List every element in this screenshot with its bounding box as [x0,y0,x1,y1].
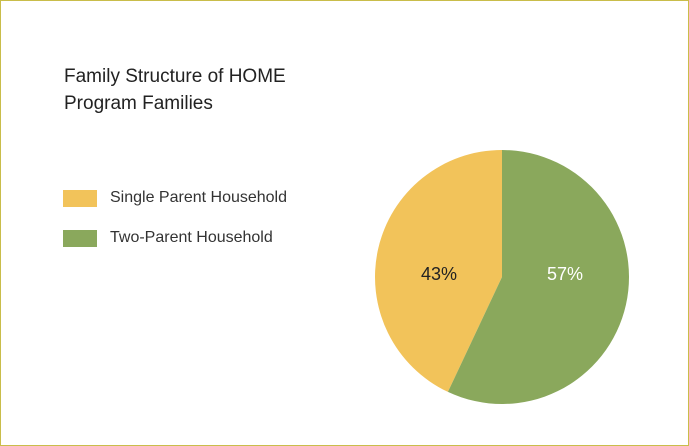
legend-item-two-parent: Two-Parent Household [63,227,287,249]
pie-label-two-parent: 57% [547,264,583,284]
pie-chart: 43% 57% [375,150,629,404]
legend-item-single-parent: Single Parent Household [63,187,287,209]
pie-slice-single-parent [375,150,502,392]
legend-swatch-two-parent [63,229,97,247]
legend-swatch-single-parent [63,189,97,207]
legend-label-two-parent: Two-Parent Household [110,229,273,246]
pie-label-single-parent: 43% [421,264,457,284]
chart-legend: Single Parent Household Two-Parent House… [63,187,287,267]
chart-title: Family Structure of HOME Program Familie… [64,66,286,114]
legend-label-single-parent: Single Parent Household [110,189,288,206]
pie-slice-two-parent [447,150,629,404]
